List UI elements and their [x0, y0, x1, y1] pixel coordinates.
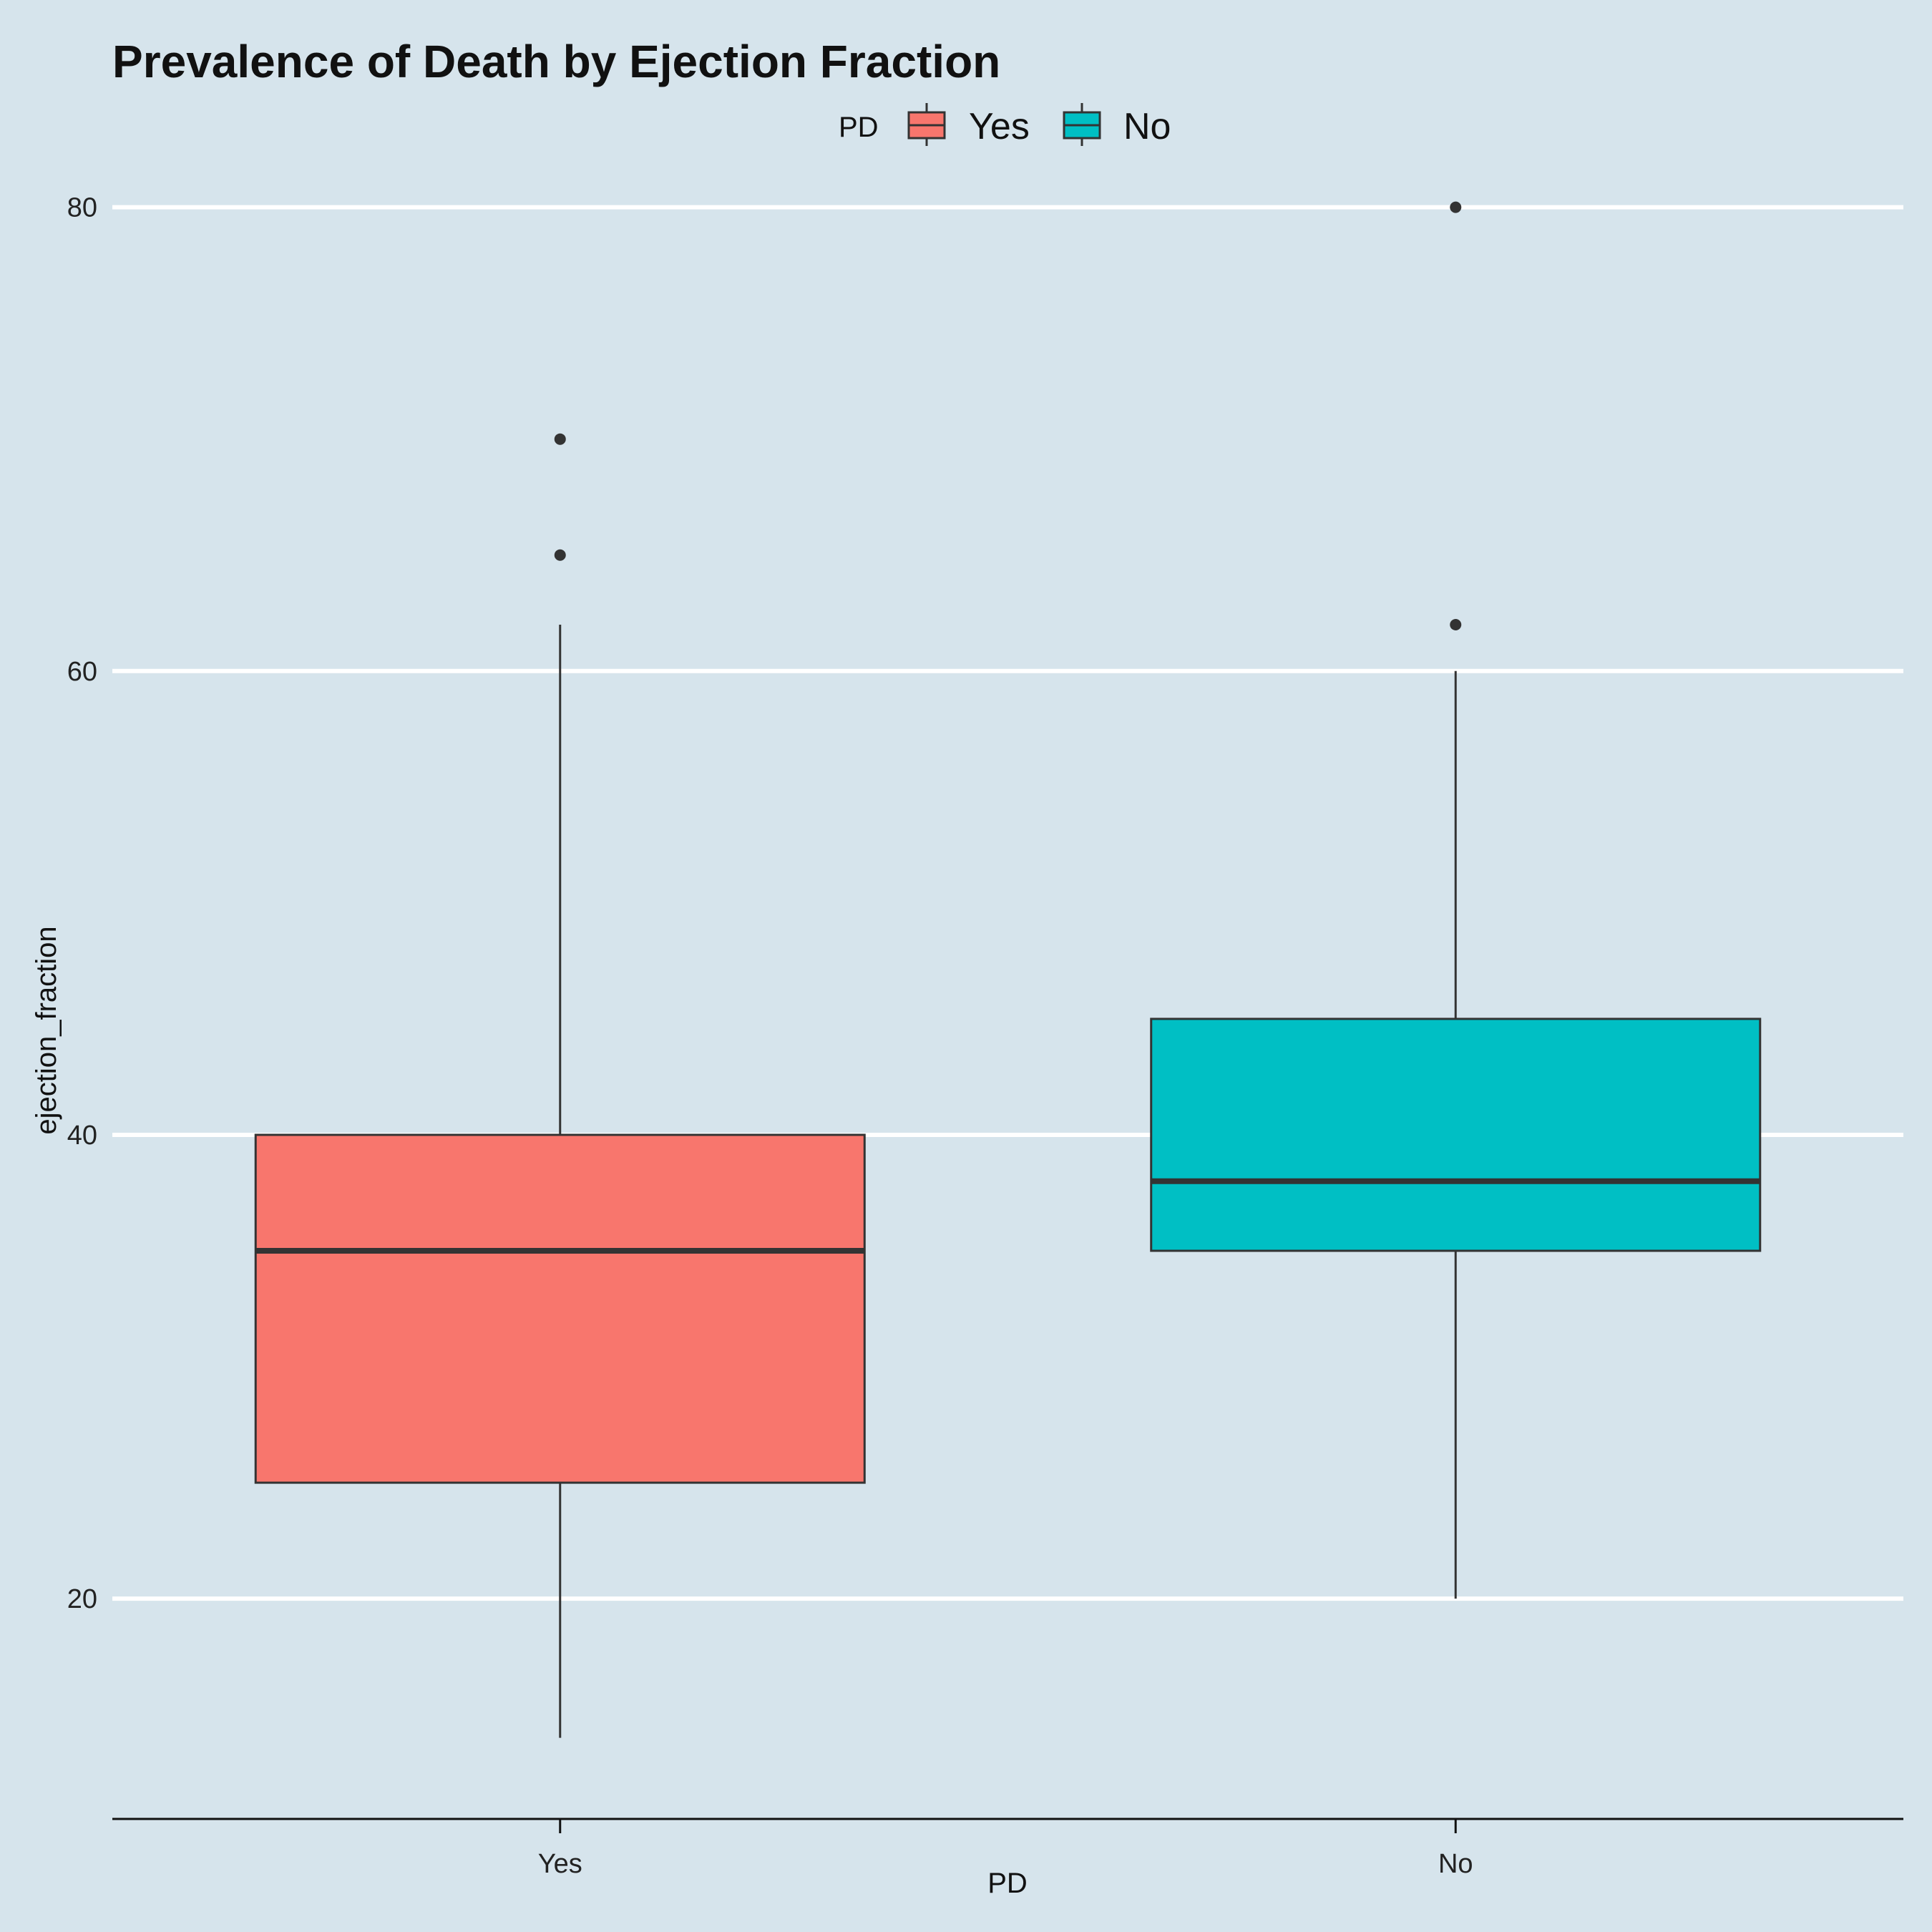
- outlier-point: [1450, 618, 1462, 630]
- outlier-point: [554, 549, 566, 561]
- legend-key-no: [1063, 103, 1101, 146]
- box-no: [1150, 201, 1762, 1599]
- y-tick-label: 20: [67, 1584, 97, 1614]
- legend-label: No: [1123, 106, 1171, 147]
- legend-key-yes: [907, 103, 946, 146]
- y-axis-title: ejection_fraction: [31, 926, 62, 1134]
- iqr-box: [254, 1133, 866, 1484]
- x-tick-label: No: [1438, 1849, 1473, 1879]
- chart-title: Prevalence of Death by Ejection Fraction: [112, 36, 1000, 87]
- y-tick-label: 60: [67, 657, 97, 687]
- outlier-point: [1450, 201, 1462, 213]
- iqr-box: [1150, 1018, 1762, 1252]
- axes: Yes No: [112, 1818, 1903, 1879]
- legend-title: PD: [839, 112, 879, 143]
- outlier-point: [554, 433, 566, 445]
- legend: PD Yes No: [839, 103, 1171, 147]
- x-tick-label: Yes: [538, 1849, 582, 1879]
- y-tick-label: 80: [67, 193, 97, 223]
- x-axis-title: PD: [987, 1868, 1028, 1899]
- boxes: [254, 201, 1762, 1738]
- y-tick-label: 40: [67, 1121, 97, 1151]
- box-yes: [254, 433, 866, 1738]
- legend-label: Yes: [969, 106, 1030, 147]
